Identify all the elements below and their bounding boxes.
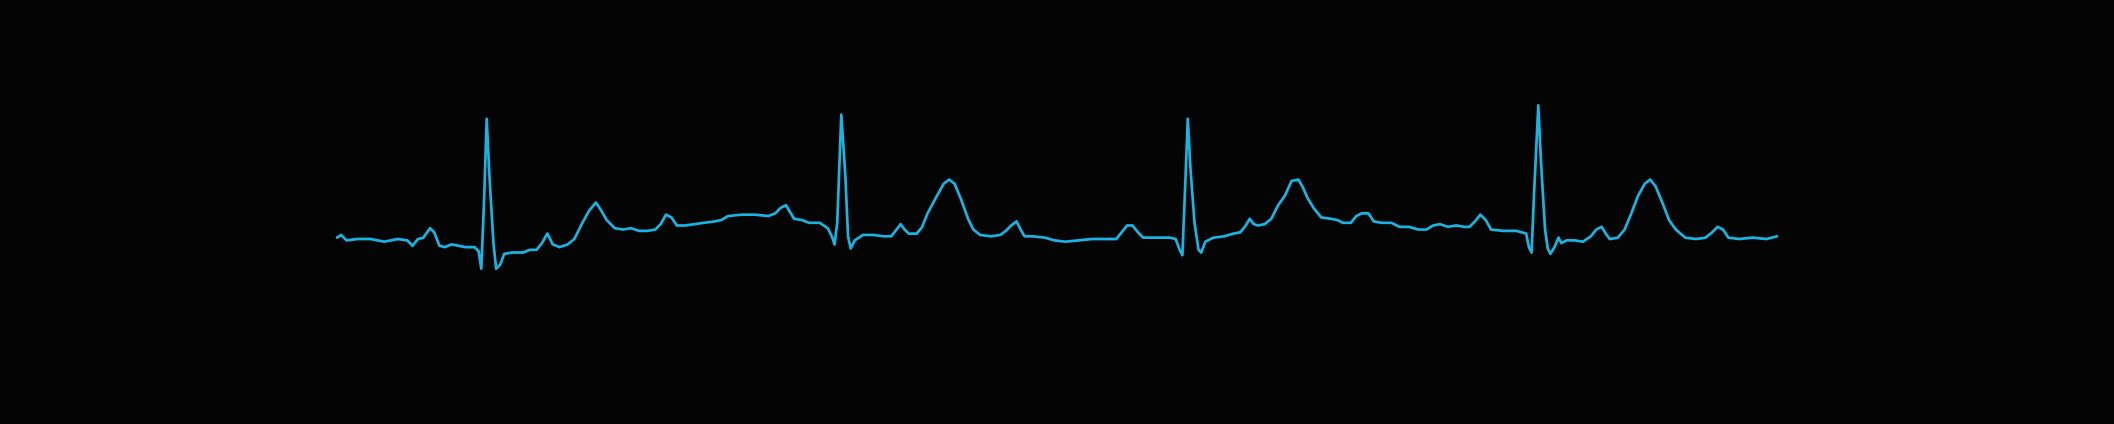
ecg-trace — [335, 103, 1779, 271]
